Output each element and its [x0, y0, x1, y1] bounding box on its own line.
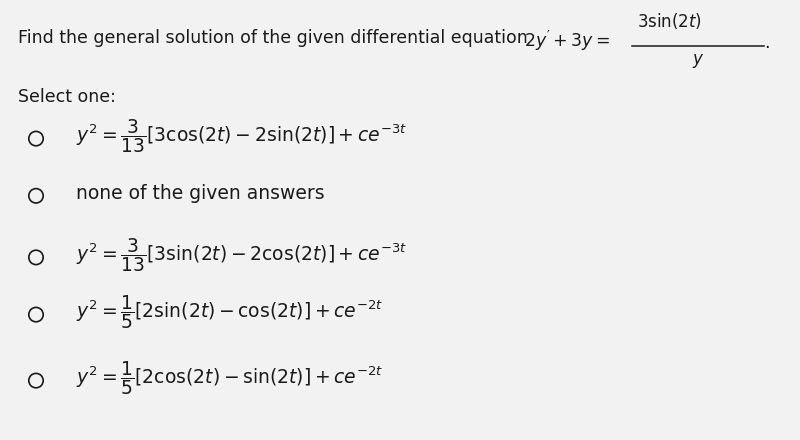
- Text: $2y' + 3y = $: $2y' + 3y = $: [524, 29, 610, 53]
- Text: $y^2 = \dfrac{3}{13}[3\sin(2t) - 2\cos(2t)] + ce^{-3t}$: $y^2 = \dfrac{3}{13}[3\sin(2t) - 2\cos(2…: [76, 236, 407, 274]
- Text: $y^2 = \dfrac{1}{5}[2\sin(2t) - \cos(2t)] + ce^{-2t}$: $y^2 = \dfrac{1}{5}[2\sin(2t) - \cos(2t)…: [76, 293, 383, 331]
- Text: none of the given answers: none of the given answers: [76, 184, 325, 203]
- Text: Find the general solution of the given differential equation: Find the general solution of the given d…: [18, 29, 527, 47]
- Text: $y^2 = \dfrac{1}{5}[2\cos(2t) - \sin(2t)] + ce^{-2t}$: $y^2 = \dfrac{1}{5}[2\cos(2t) - \sin(2t)…: [76, 359, 383, 397]
- Text: $y$: $y$: [692, 52, 705, 70]
- Text: .: .: [764, 34, 770, 52]
- Text: $3\sin(2t)$: $3\sin(2t)$: [637, 11, 702, 31]
- Text: $y^2 = \dfrac{3}{13}[3\cos(2t) - 2\sin(2t)] + ce^{-3t}$: $y^2 = \dfrac{3}{13}[3\cos(2t) - 2\sin(2…: [76, 117, 407, 155]
- Text: Select one:: Select one:: [18, 88, 115, 106]
